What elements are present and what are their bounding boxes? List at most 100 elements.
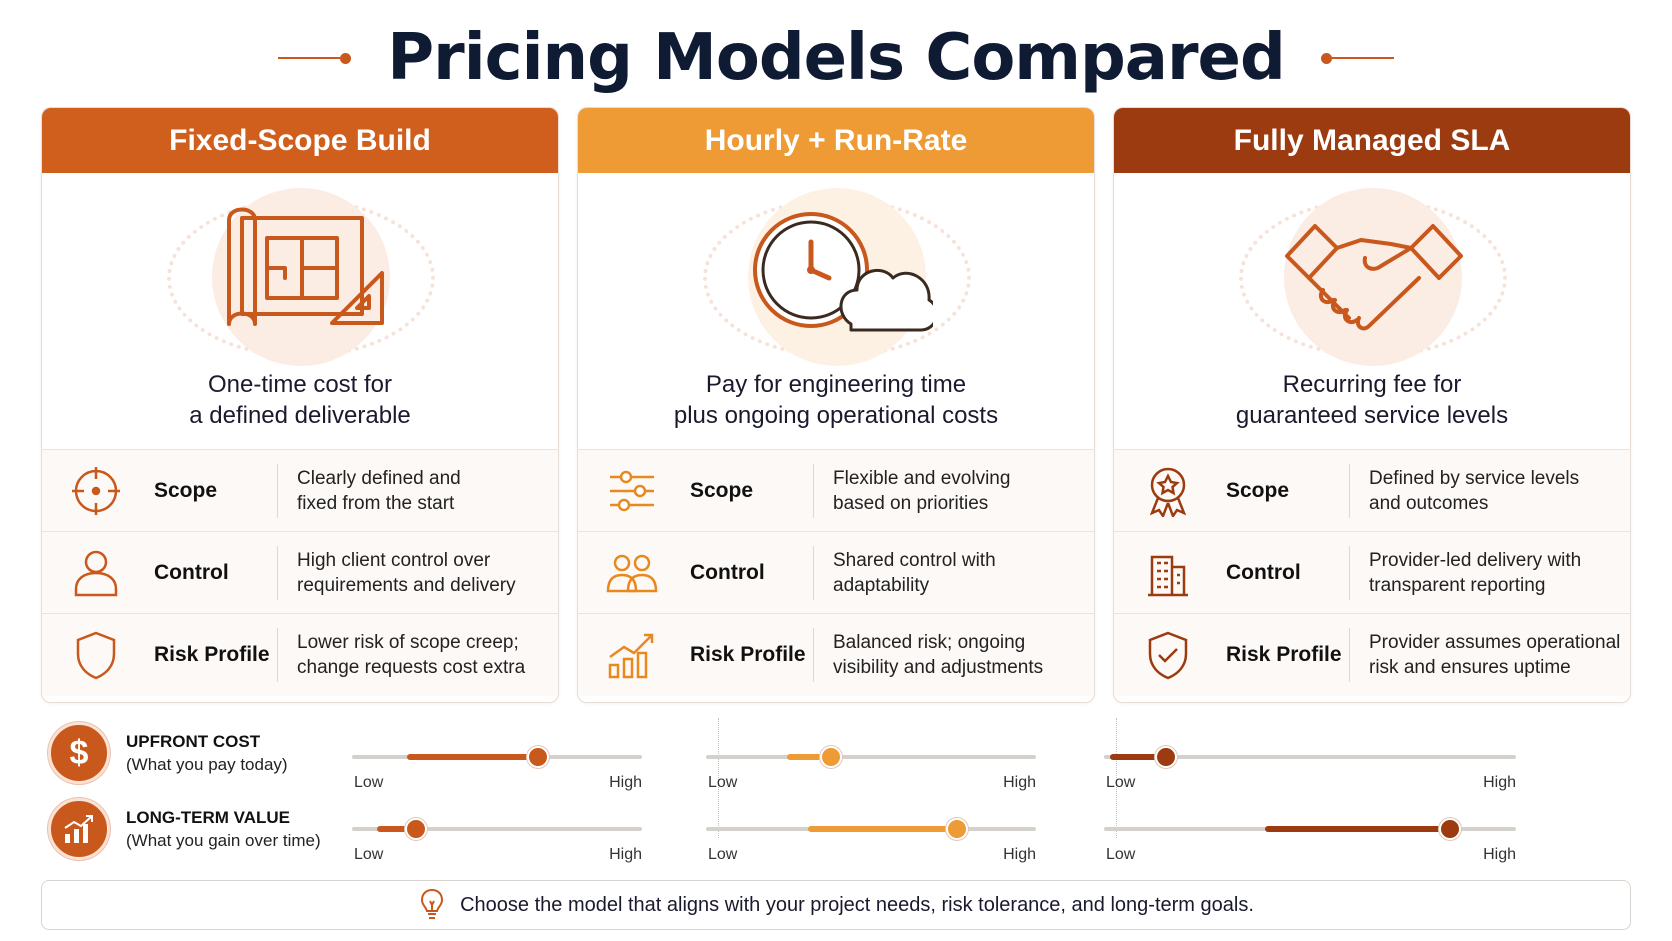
row-label-scope: Scope bbox=[690, 479, 754, 502]
desc-line: Flexible and evolving bbox=[833, 468, 1011, 489]
card-description-line1: One-time cost for bbox=[207, 371, 393, 398]
row-scope: Scope Flexible and evolving based on prio… bbox=[578, 450, 1094, 532]
row-scope: Scope Defined by service levels and outco… bbox=[1114, 450, 1630, 532]
shield-check-icon bbox=[1148, 631, 1188, 680]
slider-upfront-cost[interactable]: Low High bbox=[1104, 746, 1516, 791]
card-header: Fully Managed SLA bbox=[1114, 108, 1630, 173]
lightbulb-icon bbox=[421, 888, 444, 919]
card-hero: Pay for engineering time plus ongoing op… bbox=[578, 173, 1094, 450]
slider-knob[interactable] bbox=[1154, 746, 1177, 768]
slider-knob[interactable] bbox=[404, 818, 427, 840]
desc-line: Shared control with bbox=[833, 550, 996, 571]
slider-high-label: High bbox=[1483, 774, 1516, 791]
slider-track bbox=[706, 755, 1036, 759]
slider-high-label: High bbox=[609, 846, 642, 863]
row-label-risk: Risk Profile bbox=[154, 643, 270, 666]
row-label-scope: Scope bbox=[154, 479, 218, 502]
row-desc-risk: Provider assumes operational risk and ens… bbox=[1369, 614, 1624, 696]
desc-line: Clearly defined and bbox=[297, 468, 461, 489]
row-control: Control High client control over requirem… bbox=[42, 532, 558, 614]
row-label-control: Control bbox=[154, 561, 229, 584]
slider-low-label: Low bbox=[708, 774, 738, 791]
sliders-icon bbox=[610, 470, 654, 512]
desc-line: adaptability bbox=[833, 575, 930, 596]
row-label-risk: Risk Profile bbox=[690, 643, 806, 666]
desc-line: risk and ensures uptime bbox=[1369, 657, 1571, 678]
slider-high-label: High bbox=[1483, 846, 1516, 863]
comparison-metrics: $ UPFRONT COST (What you pay today) LONG… bbox=[48, 718, 1638, 868]
row-desc-risk: Lower risk of scope creep; change request… bbox=[297, 614, 552, 696]
row-desc-scope: Flexible and evolving based on priorities bbox=[833, 450, 1088, 532]
slider-fill bbox=[786, 754, 832, 760]
slider-low-label: Low bbox=[1106, 846, 1136, 863]
row-risk: Risk Profile Provider assumes operationa… bbox=[1114, 614, 1630, 696]
slider-high-label: High bbox=[1003, 846, 1036, 863]
slider-low-label: Low bbox=[354, 846, 384, 863]
slider-knob[interactable] bbox=[1439, 818, 1462, 840]
slider-low-label: Low bbox=[708, 846, 738, 863]
award-badge-icon bbox=[1149, 467, 1187, 517]
slider-fill bbox=[1264, 826, 1451, 832]
crosshair-target-icon bbox=[72, 467, 120, 515]
card-description: Recurring fee for guaranteed service lev… bbox=[1114, 369, 1630, 431]
slider-long-term-value[interactable]: Low High bbox=[352, 818, 642, 863]
row-desc-control: Provider-led delivery with transparent re… bbox=[1369, 532, 1624, 614]
slider-track bbox=[352, 827, 642, 831]
shield-icon bbox=[76, 631, 116, 680]
card-fully-managed-sla: Fully Managed SLA Recurring fee for guar… bbox=[1113, 107, 1631, 703]
slider-fill bbox=[1110, 754, 1166, 760]
desc-line: Balanced risk; ongoing bbox=[833, 632, 1026, 653]
desc-line: change requests cost extra bbox=[297, 657, 526, 678]
desc-line: fixed from the start bbox=[297, 493, 455, 514]
card-fixed-scope: Fixed-Scope Build One-time cost for a de… bbox=[41, 107, 559, 703]
metric-subtitle: (What you pay today) bbox=[126, 755, 288, 774]
slider-long-term-value[interactable]: Low High bbox=[706, 818, 1036, 863]
title-row: Pricing Models Compared bbox=[0, 18, 1672, 98]
slider-knob[interactable] bbox=[820, 746, 843, 768]
card-description: Pay for engineering time plus ongoing op… bbox=[578, 369, 1094, 431]
slider-knob[interactable] bbox=[526, 746, 549, 768]
bar-chart-trend-icon bbox=[608, 633, 654, 679]
footer-tip: Choose the model that aligns with your p… bbox=[41, 880, 1631, 930]
desc-line: Defined by service levels bbox=[1369, 468, 1580, 489]
metric-upfront-cost: $ UPFRONT COST (What you pay today) bbox=[48, 720, 348, 790]
column-separator bbox=[1116, 718, 1117, 838]
slider-fill bbox=[407, 754, 538, 760]
desc-line: visibility and adjustments bbox=[833, 657, 1044, 678]
column-separator bbox=[718, 718, 719, 838]
row-desc-scope: Clearly defined and fixed from the start bbox=[297, 450, 552, 532]
row-desc-risk: Balanced risk; ongoing visibility and adj… bbox=[833, 614, 1088, 696]
row-desc-control: Shared control with adaptability bbox=[833, 532, 1088, 614]
card-description-line2: plus ongoing operational costs bbox=[673, 402, 999, 429]
row-scope: Scope Clearly defined and fixed from the … bbox=[42, 450, 558, 532]
slider-upfront-cost[interactable]: Low High bbox=[352, 746, 642, 791]
desc-line: High client control over bbox=[297, 550, 491, 571]
card-hero: One-time cost for a defined deliverable bbox=[42, 173, 558, 450]
title-decoration-right bbox=[1320, 52, 1394, 64]
people-icon bbox=[606, 554, 658, 593]
desc-line: Provider-led delivery with bbox=[1369, 550, 1582, 571]
row-label-control: Control bbox=[1226, 561, 1301, 584]
slider-high-label: High bbox=[1003, 774, 1036, 791]
row-label-scope: Scope bbox=[1226, 479, 1290, 502]
card-description-line2: guaranteed service levels bbox=[1235, 402, 1509, 429]
slider-long-term-value[interactable]: Low High bbox=[1104, 818, 1516, 863]
slider-low-label: Low bbox=[354, 774, 384, 791]
card-description: One-time cost for a defined deliverable bbox=[42, 369, 558, 431]
card-header: Fixed-Scope Build bbox=[42, 108, 558, 173]
row-label-control: Control bbox=[690, 561, 765, 584]
row-control: Control Shared control with adaptability bbox=[578, 532, 1094, 614]
slider-track bbox=[1104, 755, 1516, 759]
slider-knob[interactable] bbox=[945, 818, 968, 840]
desc-line: transparent reporting bbox=[1369, 575, 1546, 596]
footer-text: Choose the model that aligns with your p… bbox=[460, 893, 1254, 916]
building-icon bbox=[1148, 555, 1188, 597]
metric-subtitle: (What you gain over time) bbox=[126, 831, 321, 850]
title-decoration-left bbox=[278, 52, 352, 64]
card-hero: Recurring fee for guaranteed service lev… bbox=[1114, 173, 1630, 450]
card-description-line1: Pay for engineering time bbox=[705, 371, 967, 398]
desc-line: Provider assumes operational bbox=[1369, 632, 1621, 653]
slider-upfront-cost[interactable]: Low High bbox=[706, 746, 1036, 791]
card-header: Hourly + Run-Rate bbox=[578, 108, 1094, 173]
metric-long-term-value: LONG-TERM VALUE (What you gain over time… bbox=[48, 796, 348, 866]
